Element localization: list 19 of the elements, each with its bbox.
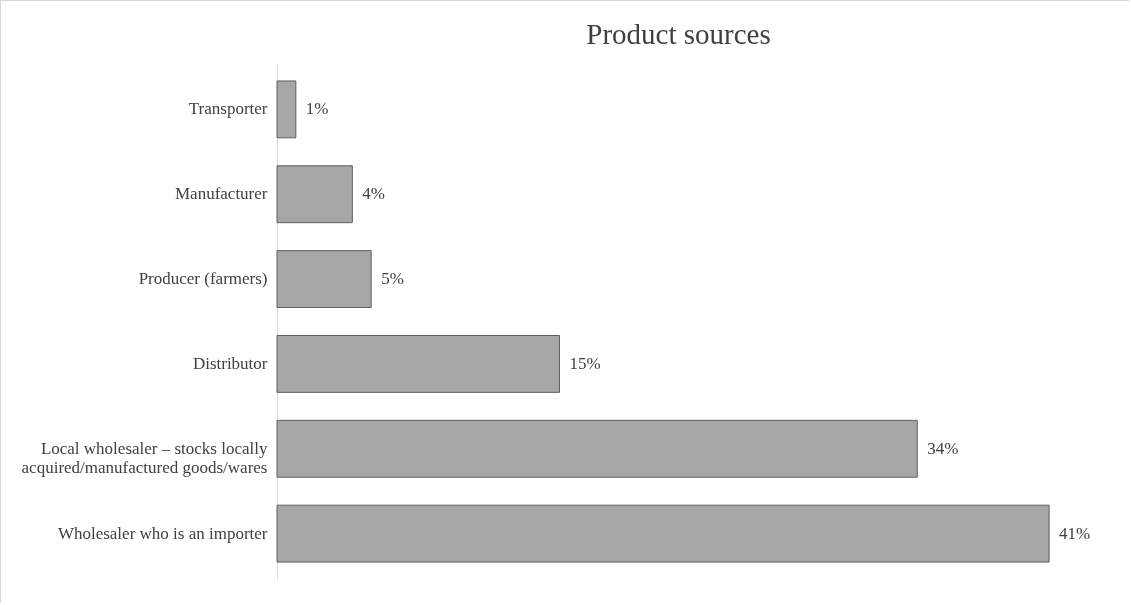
bar — [276, 165, 353, 224]
data-label: 1% — [305, 99, 329, 119]
bar — [276, 419, 918, 478]
data-label: 34% — [927, 438, 959, 458]
y-tick-label: Producer (farmers) — [138, 269, 268, 289]
y-tick-label: Manufacturer — [174, 184, 268, 204]
y-tick-label: Local wholesaler – stocks locally acquired/manufactured goods/wares — [21, 438, 268, 477]
bar — [276, 250, 372, 308]
y-tick-label: Transporter — [188, 99, 268, 119]
y-tick-label: Wholesaler who is an importer — [57, 523, 268, 543]
bar — [276, 335, 560, 393]
data-label: 15% — [569, 353, 601, 373]
data-label: 4% — [362, 184, 385, 204]
y-tick-label: Distributor — [192, 353, 268, 373]
data-label: 5% — [381, 269, 404, 289]
bar — [276, 80, 297, 139]
chart-title: Product sources — [586, 18, 771, 50]
data-label: 41% — [1059, 523, 1091, 543]
bar — [276, 504, 1050, 563]
